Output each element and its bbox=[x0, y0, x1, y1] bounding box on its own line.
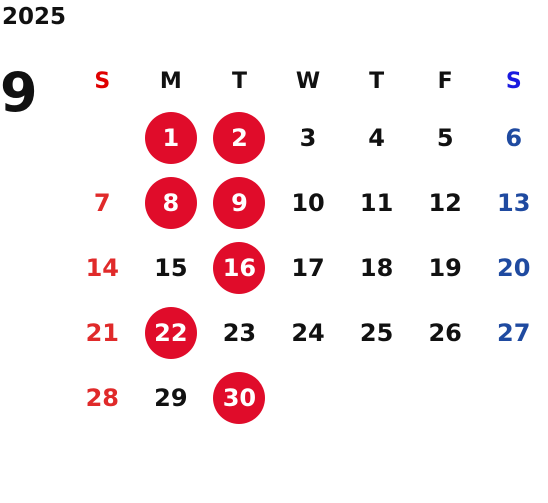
day-number: 16 bbox=[213, 241, 266, 294]
weekday-saturday: S bbox=[505, 69, 522, 94]
day-cell: 17 bbox=[274, 235, 343, 300]
day-number: 6 bbox=[505, 123, 523, 152]
day-number: 28 bbox=[85, 383, 119, 412]
day-cell: 24 bbox=[274, 300, 343, 365]
calendar-grid: S M T W T F S 1 2 3 4 5 6 7 8 9 10 11 12… bbox=[68, 58, 548, 430]
weekday-thursday: T bbox=[369, 69, 385, 94]
week-row-1: 1 2 3 4 5 6 bbox=[68, 105, 548, 170]
day-number: 21 bbox=[85, 318, 119, 347]
day-number: 11 bbox=[359, 188, 394, 217]
day-number: 14 bbox=[85, 253, 119, 282]
weekday-wednesday: W bbox=[295, 69, 321, 94]
day-cell: 20 bbox=[479, 235, 548, 300]
week-row-3: 14 15 16 17 18 19 20 bbox=[68, 235, 548, 300]
day-cell: 10 bbox=[274, 170, 343, 235]
weekday-friday: F bbox=[437, 69, 453, 94]
day-number: 19 bbox=[428, 253, 462, 282]
day-cell bbox=[274, 365, 343, 430]
week-row-4: 21 22 23 24 25 26 27 bbox=[68, 300, 548, 365]
day-cell: 9 bbox=[205, 170, 274, 235]
day-number: 13 bbox=[497, 188, 531, 217]
year-label: 2025 bbox=[2, 4, 67, 30]
day-number: 23 bbox=[222, 318, 257, 347]
day-cell: 22 bbox=[137, 300, 206, 365]
weekday-monday: M bbox=[159, 69, 182, 94]
day-number: 12 bbox=[428, 188, 462, 217]
day-number bbox=[351, 372, 403, 424]
day-cell: 23 bbox=[205, 300, 274, 365]
day-number: 26 bbox=[428, 318, 462, 347]
day-number: 4 bbox=[368, 123, 385, 152]
day-cell bbox=[68, 105, 137, 170]
day-cell: 26 bbox=[411, 300, 480, 365]
weekday-header-row: S M T W T F S bbox=[68, 58, 548, 105]
day-cell: 8 bbox=[137, 170, 206, 235]
day-cell: 27 bbox=[479, 300, 548, 365]
day-number: 1 bbox=[144, 111, 197, 164]
day-number: 27 bbox=[497, 318, 531, 347]
day-cell: 14 bbox=[68, 235, 137, 300]
day-cell: 5 bbox=[411, 105, 480, 170]
day-cell: 30 bbox=[205, 365, 274, 430]
day-number: 7 bbox=[93, 188, 111, 217]
day-cell: 4 bbox=[342, 105, 411, 170]
day-number: 10 bbox=[291, 188, 325, 217]
day-number: 5 bbox=[436, 123, 454, 152]
day-number: 3 bbox=[299, 123, 317, 152]
day-number: 22 bbox=[144, 306, 197, 359]
day-number: 20 bbox=[497, 253, 531, 282]
day-cell: 21 bbox=[68, 300, 137, 365]
day-cell: 18 bbox=[342, 235, 411, 300]
day-cell bbox=[479, 365, 548, 430]
day-number: 25 bbox=[359, 318, 394, 347]
weekday-sunday: S bbox=[94, 69, 111, 94]
day-number: 2 bbox=[213, 111, 266, 164]
day-cell: 28 bbox=[68, 365, 137, 430]
day-cell bbox=[342, 365, 411, 430]
day-number: 8 bbox=[144, 176, 197, 229]
day-number: 18 bbox=[359, 253, 394, 282]
day-cell: 19 bbox=[411, 235, 480, 300]
day-number: 9 bbox=[213, 176, 266, 229]
day-number: 30 bbox=[213, 371, 266, 424]
day-number: 17 bbox=[291, 253, 325, 282]
day-number: 29 bbox=[154, 383, 188, 412]
day-cell: 29 bbox=[137, 365, 206, 430]
day-number: 24 bbox=[291, 318, 325, 347]
day-cell: 6 bbox=[479, 105, 548, 170]
day-cell: 15 bbox=[137, 235, 206, 300]
day-cell: 3 bbox=[274, 105, 343, 170]
day-cell: 25 bbox=[342, 300, 411, 365]
week-row-2: 7 8 9 10 11 12 13 bbox=[68, 170, 548, 235]
month-number: 9 bbox=[0, 61, 38, 124]
day-number bbox=[76, 112, 128, 164]
day-cell: 7 bbox=[68, 170, 137, 235]
weekday-tuesday: T bbox=[231, 69, 247, 94]
day-cell: 13 bbox=[479, 170, 548, 235]
week-row-5: 28 29 30 bbox=[68, 365, 548, 430]
day-number: 15 bbox=[154, 253, 188, 282]
day-cell: 11 bbox=[342, 170, 411, 235]
day-cell: 12 bbox=[411, 170, 480, 235]
day-cell bbox=[411, 365, 480, 430]
day-number bbox=[488, 372, 540, 424]
day-number bbox=[419, 372, 471, 424]
day-number bbox=[282, 372, 334, 424]
day-cell: 2 bbox=[205, 105, 274, 170]
day-cell: 1 bbox=[137, 105, 206, 170]
day-cell: 16 bbox=[205, 235, 274, 300]
